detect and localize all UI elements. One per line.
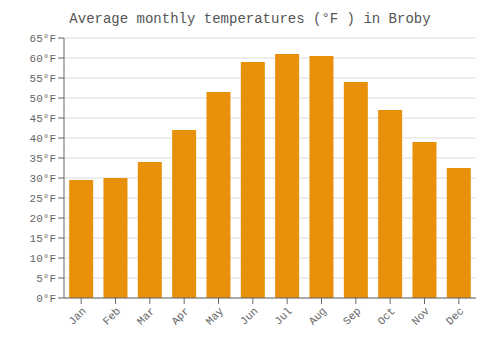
- svg-text:Oct: Oct: [375, 305, 397, 327]
- svg-text:55°F: 55°F: [30, 73, 56, 85]
- svg-text:45°F: 45°F: [30, 113, 56, 125]
- svg-text:20°F: 20°F: [30, 213, 56, 225]
- svg-text:5°F: 5°F: [36, 273, 56, 285]
- svg-text:Apr: Apr: [169, 305, 191, 327]
- svg-text:0°F: 0°F: [36, 293, 56, 305]
- svg-text:Jun: Jun: [238, 305, 260, 327]
- svg-text:30°F: 30°F: [30, 173, 56, 185]
- svg-text:Jul: Jul: [272, 305, 294, 327]
- svg-text:May: May: [204, 305, 227, 328]
- svg-text:Aug: Aug: [307, 305, 329, 327]
- svg-text:25°F: 25°F: [30, 193, 56, 205]
- svg-text:Dec: Dec: [444, 305, 466, 327]
- svg-text:65°F: 65°F: [30, 33, 56, 45]
- svg-text:Mar: Mar: [135, 305, 157, 327]
- svg-text:Jan: Jan: [66, 305, 88, 327]
- svg-text:35°F: 35°F: [30, 153, 56, 165]
- svg-text:Feb: Feb: [101, 305, 123, 327]
- svg-text:60°F: 60°F: [30, 53, 56, 65]
- svg-text:Sep: Sep: [341, 305, 363, 327]
- svg-text:10°F: 10°F: [30, 253, 56, 265]
- svg-text:Nov: Nov: [410, 305, 433, 328]
- svg-text:15°F: 15°F: [30, 233, 56, 245]
- svg-text:50°F: 50°F: [30, 93, 56, 105]
- svg-text:40°F: 40°F: [30, 133, 56, 145]
- html-text:Average monthly temperatures (: Average monthly temperatures (°F ) in Br…: [69, 11, 431, 27]
